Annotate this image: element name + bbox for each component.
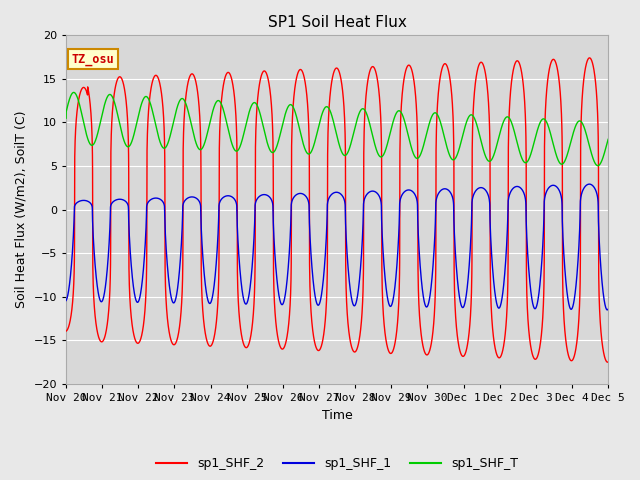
sp1_SHF_1 — [490, 273, 497, 278]
sp1_SHF_T — [317, 115, 324, 121]
sp1_SHF_1 — [159, 200, 167, 206]
Line: sp1_SHF_T: sp1_SHF_T — [66, 93, 608, 166]
sp1_SHF_T — [604, 138, 611, 144]
sp1_SHF_2 — [317, 345, 324, 351]
sp1_SHF_T — [70, 90, 77, 96]
Legend: sp1_SHF_2, sp1_SHF_1, sp1_SHF_T: sp1_SHF_2, sp1_SHF_1, sp1_SHF_T — [151, 452, 524, 475]
sp1_SHF_1 — [604, 306, 612, 312]
X-axis label: Time: Time — [322, 408, 353, 421]
sp1_SHF_T — [594, 163, 602, 168]
sp1_SHF_2 — [604, 360, 611, 365]
sp1_SHF_2 — [459, 353, 467, 359]
Title: SP1 Soil Heat Flux: SP1 Soil Heat Flux — [268, 15, 406, 30]
sp1_SHF_T — [62, 115, 70, 121]
sp1_SHF_2 — [604, 360, 611, 365]
sp1_SHF_2 — [62, 328, 70, 334]
sp1_SHF_1 — [586, 181, 593, 187]
sp1_SHF_2 — [604, 359, 612, 365]
sp1_SHF_2 — [429, 333, 436, 339]
sp1_SHF_1 — [317, 296, 324, 302]
sp1_SHF_T — [604, 136, 612, 142]
sp1_SHF_1 — [62, 298, 70, 303]
sp1_SHF_T — [459, 133, 467, 139]
sp1_SHF_T — [490, 154, 497, 159]
sp1_SHF_1 — [604, 307, 611, 312]
sp1_SHF_1 — [604, 307, 611, 313]
Line: sp1_SHF_1: sp1_SHF_1 — [66, 184, 608, 310]
sp1_SHF_1 — [429, 270, 436, 276]
Y-axis label: Soil Heat Flux (W/m2), SoilT (C): Soil Heat Flux (W/m2), SoilT (C) — [15, 111, 28, 309]
sp1_SHF_T — [429, 112, 436, 118]
Text: TZ_osu: TZ_osu — [72, 53, 115, 66]
sp1_SHF_2 — [490, 332, 497, 337]
sp1_SHF_2 — [586, 55, 593, 61]
sp1_SHF_1 — [459, 305, 467, 311]
sp1_SHF_T — [160, 145, 168, 151]
sp1_SHF_2 — [159, 112, 167, 118]
Line: sp1_SHF_2: sp1_SHF_2 — [66, 58, 608, 362]
